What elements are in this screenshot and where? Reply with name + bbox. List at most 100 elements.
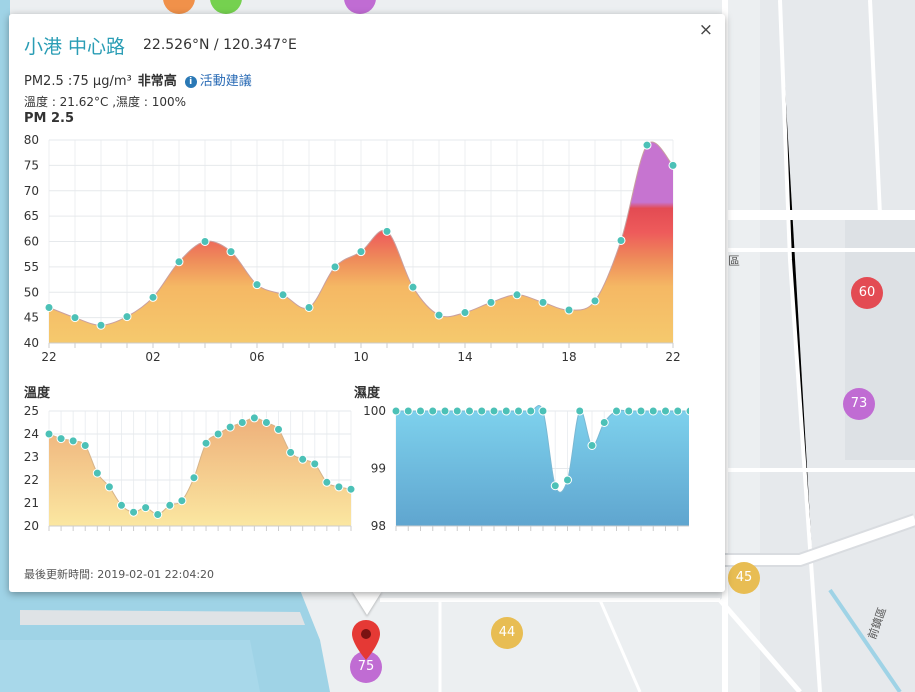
data-point[interactable] (346, 484, 356, 494)
map-label-district: 區 (728, 254, 740, 268)
pm25-chart-title: PM 2.5 (24, 111, 75, 126)
data-point[interactable] (486, 297, 496, 307)
x-tick-label: 22 (41, 350, 56, 364)
close-icon[interactable]: × (698, 20, 713, 40)
data-point[interactable] (189, 473, 199, 483)
data-point[interactable] (428, 406, 438, 416)
data-point[interactable] (44, 302, 54, 312)
info-circle-icon[interactable]: i (184, 75, 197, 88)
data-point[interactable] (564, 305, 574, 315)
data-point[interactable] (408, 282, 418, 292)
data-point[interactable] (673, 406, 683, 416)
data-point[interactable] (148, 292, 158, 302)
data-point[interactable] (249, 413, 259, 423)
activity-advice-link[interactable]: 活動建議 (199, 74, 252, 89)
data-point[interactable] (616, 235, 626, 245)
data-point[interactable] (661, 406, 670, 416)
data-point[interactable] (391, 406, 401, 416)
data-point[interactable] (512, 290, 522, 300)
map-marker-top-purple[interactable] (344, 0, 376, 14)
y-tick-label: 20 (24, 519, 39, 533)
data-point[interactable] (225, 422, 235, 432)
popup-tail (352, 591, 382, 615)
data-point[interactable] (274, 424, 284, 434)
data-point[interactable] (440, 406, 450, 416)
temperature-chart[interactable]: 25 24 23 22 21 20 (9, 399, 359, 539)
data-point[interactable] (599, 418, 609, 427)
y-tick-label: 70 (24, 184, 39, 198)
data-point[interactable] (550, 481, 560, 491)
data-point[interactable] (624, 406, 634, 416)
data-point[interactable] (174, 257, 184, 267)
x-tick-label: 22 (665, 350, 680, 364)
data-point[interactable] (304, 302, 314, 312)
data-point[interactable] (526, 406, 536, 416)
data-point[interactable] (590, 296, 600, 306)
x-tick-label: 14 (457, 350, 472, 364)
data-point[interactable] (514, 406, 523, 416)
data-point[interactable] (286, 447, 296, 457)
data-point[interactable] (403, 406, 413, 416)
map-marker-45[interactable]: 45 (728, 562, 760, 594)
data-point[interactable] (44, 429, 54, 439)
data-point[interactable] (434, 310, 444, 320)
data-point[interactable] (213, 429, 223, 439)
map-marker-top-green[interactable] (210, 0, 242, 14)
data-point[interactable] (278, 290, 288, 300)
map-marker-73[interactable]: 73 (843, 388, 875, 420)
data-point[interactable] (96, 320, 106, 330)
data-point[interactable] (465, 406, 474, 416)
map-marker-44[interactable]: 44 (491, 617, 523, 649)
data-point[interactable] (252, 280, 262, 290)
data-point[interactable] (201, 438, 211, 448)
data-point[interactable] (538, 406, 548, 416)
map-marker-60[interactable]: 60 (851, 277, 883, 309)
data-point[interactable] (237, 418, 247, 427)
data-point[interactable] (70, 313, 80, 323)
data-point[interactable] (477, 406, 487, 416)
data-point[interactable] (575, 406, 585, 416)
data-point[interactable] (177, 496, 187, 506)
data-point[interactable] (538, 297, 548, 307)
data-point[interactable] (104, 482, 114, 492)
data-point[interactable] (116, 500, 126, 510)
data-point[interactable] (460, 308, 470, 318)
data-point[interactable] (298, 454, 308, 464)
data-point[interactable] (587, 441, 597, 450)
temp-chart-title: 溫度 (24, 386, 51, 401)
data-point[interactable] (334, 482, 344, 492)
map-marker-top-orange[interactable] (163, 0, 195, 14)
data-point[interactable] (80, 441, 90, 450)
data-point[interactable] (56, 434, 66, 444)
data-point[interactable] (226, 247, 236, 257)
data-point[interactable] (261, 418, 271, 427)
data-point[interactable] (153, 510, 163, 519)
data-point[interactable] (92, 468, 102, 478)
data-point[interactable] (382, 226, 392, 236)
map-pin-icon[interactable] (352, 620, 380, 660)
humidity-chart[interactable]: 100 99 98 (349, 399, 689, 539)
data-point[interactable] (200, 237, 210, 246)
data-point[interactable] (636, 406, 646, 416)
data-point[interactable] (322, 477, 332, 487)
data-point[interactable] (68, 436, 78, 446)
data-point[interactable] (685, 406, 689, 416)
data-point[interactable] (563, 475, 572, 485)
data-point[interactable] (141, 503, 151, 513)
data-point[interactable] (129, 507, 139, 517)
data-point[interactable] (122, 312, 132, 322)
data-point[interactable] (330, 262, 340, 272)
data-point[interactable] (452, 406, 462, 416)
data-point[interactable] (416, 406, 425, 416)
data-point[interactable] (501, 406, 511, 416)
data-point[interactable] (489, 406, 499, 416)
data-point[interactable] (612, 406, 621, 416)
data-point[interactable] (165, 500, 175, 510)
data-point[interactable] (648, 406, 658, 416)
data-point[interactable] (668, 160, 678, 170)
data-point[interactable] (310, 459, 320, 469)
data-point[interactable] (356, 247, 366, 257)
data-point[interactable] (642, 140, 652, 150)
y-tick-label: 75 (24, 158, 39, 172)
